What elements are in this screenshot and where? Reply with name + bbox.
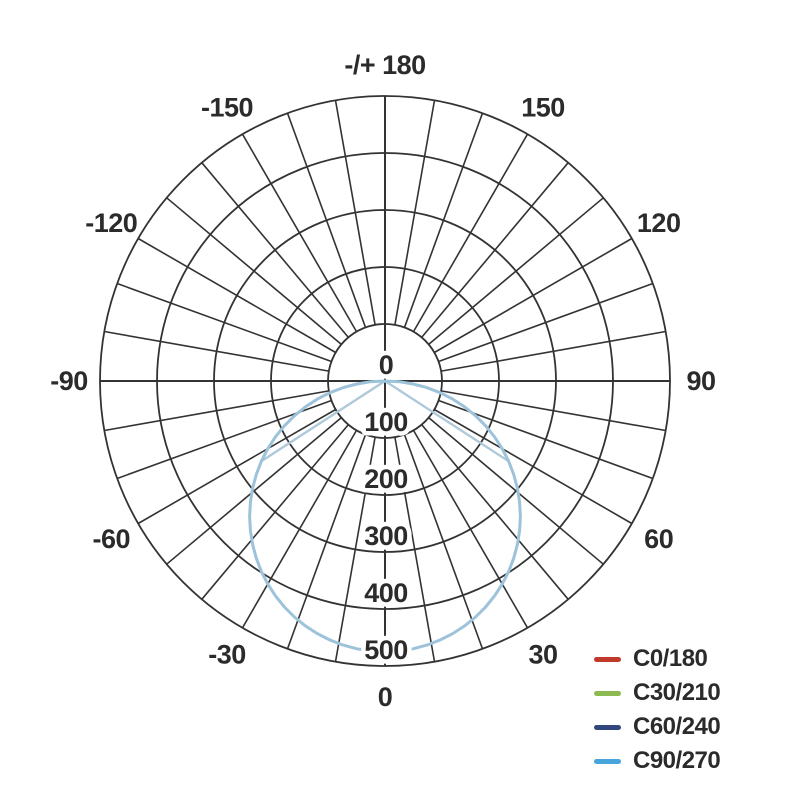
radial-tick-label: 500 [364,635,408,665]
polar-grid-spoke [428,197,604,345]
legend-item-c30-210: C30/210 [594,679,721,706]
polar-grid-spoke [433,237,633,354]
polar-grid-spoke [440,330,666,372]
polar-grid-spoke [334,436,376,662]
angle-label: -150 [201,92,253,122]
polar-grid-spoke [433,408,633,525]
polar-grid-spoke [116,282,332,363]
angle-label: -60 [93,524,131,554]
radial-tick-label: 400 [364,578,408,608]
polar-grid-spoke [201,162,349,338]
polar-grid-spoke [286,434,367,650]
legend: C0/180 C30/210 C60/240 C90/270 [594,646,721,774]
legend-item-c0-180: C0/180 [594,646,720,672]
legend-swatch-c60-240-icon [594,724,621,730]
polar-grid-spoke [286,112,367,328]
angle-label: -120 [85,208,137,238]
polar-grid-spoke [104,330,330,372]
radial-tick-label: 300 [364,521,408,551]
polar-grid-spoke [412,429,529,629]
legend-item-c90-270: C90/270 [594,747,721,774]
angle-label: 30 [528,640,557,670]
legend-swatch-c30-210-icon [594,690,621,696]
polar-grid-spoke [412,133,529,333]
polar-grid-spoke [394,436,436,662]
legend-swatch-c90-270-icon [594,758,621,764]
intensity-curve-c90-270 [248,379,522,654]
radial-tick-label: 0 [379,350,394,380]
radial-tick-label: 200 [364,464,408,494]
angle-label: -30 [208,640,246,670]
angle-label: -90 [50,366,88,396]
angle-label: 120 [637,208,681,238]
polar-grid-spoke [334,100,376,326]
polar-grid-spoke [421,424,569,600]
angle-label: 150 [521,92,565,122]
polar-grid-spoke [440,390,666,432]
polar-grid-spoke [394,100,436,326]
legend-label-c30-210: C30/210 [633,679,721,706]
legend-label-c90-270: C90/270 [633,747,721,774]
polar-grid-spoke [241,133,358,333]
angle-label: 90 [686,366,715,396]
legend-swatch-c0-180-icon [594,656,621,662]
angle-label: 0 [378,682,393,712]
polar-grid-spoke [166,197,342,345]
polar-grid-spoke [241,429,358,629]
polar-grid-spoke [104,390,330,432]
radial-tick-label: 100 [364,407,408,437]
angle-label: -/+ 180 [344,50,425,80]
polar-grid-spoke [137,408,337,525]
polar-grid-spoke [403,112,484,328]
angle-label: 60 [644,524,673,554]
legend-item-c60-240: C60/240 [594,713,721,740]
polar-grid-spoke [428,417,604,565]
polar-grid-spoke [137,237,337,354]
polar-grid-spoke [421,162,569,338]
polar-grid-spoke [403,434,484,650]
polar-grid-spoke [166,417,342,565]
polar-grid-spoke [201,424,349,600]
legend-label-c0-180: C0/180 [633,645,708,672]
polar-grid-spoke [438,282,654,363]
legend-label-c60-240: C60/240 [633,713,721,740]
